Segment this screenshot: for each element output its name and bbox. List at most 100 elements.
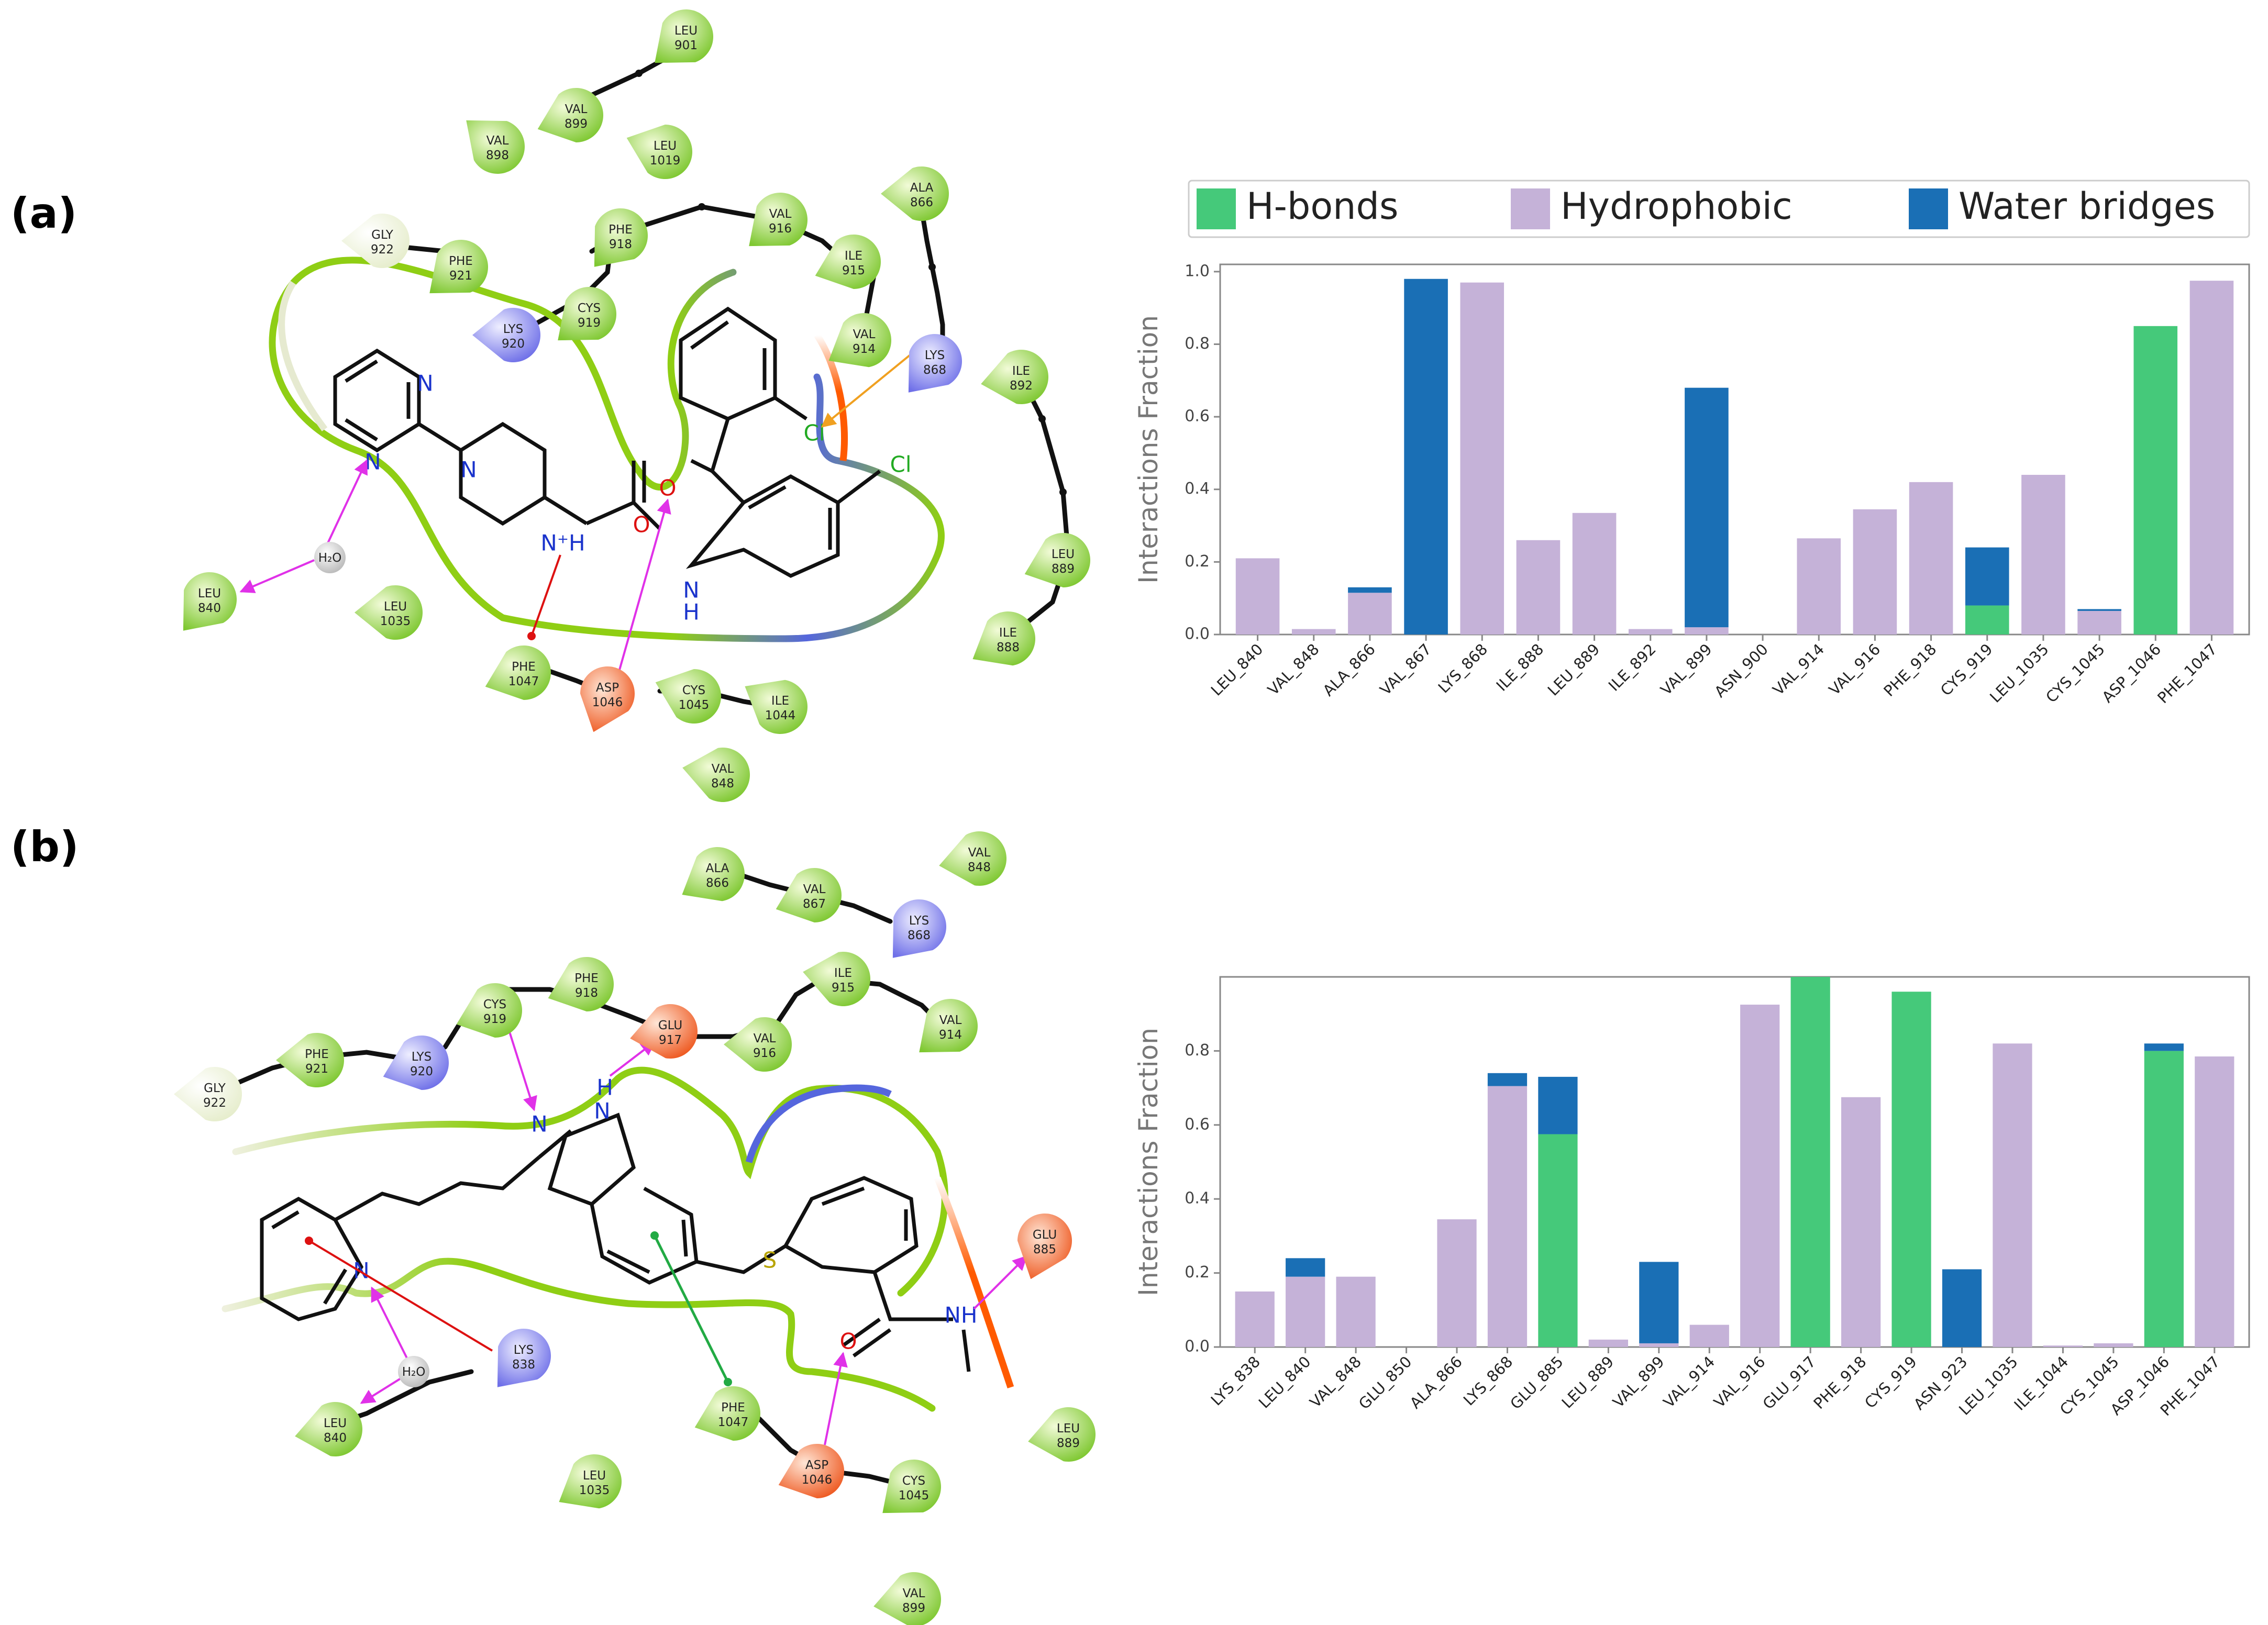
water-label-a: H₂O bbox=[318, 551, 342, 565]
residue-b-name-21: VAL bbox=[903, 1587, 925, 1600]
interaction-diagram-a: N N N N⁺H O O N H Cl Cl H₂O LEU901VAL899… bbox=[183, 9, 1091, 802]
atom-b-1: N bbox=[594, 1098, 610, 1124]
residue-a-name-6: PHE bbox=[609, 223, 633, 237]
chart-b-bar-glu_885-h-bonds bbox=[1538, 1134, 1578, 1347]
residue-a-name-13: LYS bbox=[925, 349, 945, 362]
residue-b-name-5: PHE bbox=[574, 972, 599, 985]
chart-a-ytick-label-3: 0.6 bbox=[1185, 407, 1210, 426]
atom-b-5: O bbox=[839, 1329, 857, 1354]
residue-b-name-11: VAL bbox=[754, 1032, 776, 1045]
residue-b-name-14: LYS bbox=[514, 1343, 534, 1357]
atom-a-0: N bbox=[417, 371, 433, 396]
chart-a-xtick-label-14: LEU_1035 bbox=[1986, 640, 2052, 706]
residue-b-drop-5 bbox=[548, 957, 614, 1011]
atom-b-6: NH bbox=[945, 1303, 978, 1328]
chart-b-xtick-label-9: VAL_914 bbox=[1660, 1353, 1719, 1411]
residue-b-num-15: 840 bbox=[324, 1431, 347, 1445]
residue-b-name-12: GLY bbox=[204, 1082, 226, 1095]
solvent-exposure-a bbox=[814, 333, 848, 461]
chart-b-bar-val_899-hydrophobic bbox=[1639, 1343, 1679, 1347]
residue-a-name-5: PHE bbox=[449, 254, 473, 268]
chart-b-bar-cys_1045-hydrophobic bbox=[2094, 1343, 2133, 1347]
chart-a-bar-leu_889-hydrophobic bbox=[1572, 513, 1617, 635]
chart-a-ylabel: Interactions Fraction bbox=[1133, 315, 1164, 584]
chart-a-bar-val_916-hydrophobic bbox=[1853, 509, 1897, 635]
residue-a-drop-18 bbox=[355, 585, 423, 640]
residues-a: LEU901VAL899VAL898LEU1019GLY922PHE921PHE… bbox=[183, 9, 1091, 802]
chart-b-xtick-label-3: GLU_850 bbox=[1355, 1353, 1415, 1413]
panel-label-a: (a) bbox=[10, 189, 77, 238]
pocket-fade-a bbox=[278, 281, 328, 431]
chart-a-xtick-label-4: LYS_868 bbox=[1435, 640, 1491, 697]
residue-b-name-9: VAL bbox=[939, 1014, 962, 1027]
chart-a-bar-ala_866-hydrophobic bbox=[1348, 593, 1392, 635]
residue-a-drop-1 bbox=[537, 88, 604, 142]
residue-a-drop-7 bbox=[749, 193, 807, 247]
atom-a-6: N bbox=[683, 577, 699, 603]
residue-a-num-7: 916 bbox=[769, 222, 792, 236]
chart-a-xtick-label-15: CYS_1045 bbox=[2042, 640, 2108, 706]
chart-a-xtick-label-6: LEU_889 bbox=[1544, 640, 1603, 699]
water-a: H₂O bbox=[314, 542, 346, 573]
legend: H-bonds Hydrophobic Water bridges bbox=[1188, 180, 2250, 238]
legend-label-hydrophobic: Hydrophobic bbox=[1561, 185, 1793, 228]
residue-b-num-5: 918 bbox=[575, 986, 598, 1000]
chart-b-bar-asn_923-water-bridges bbox=[1942, 1269, 1982, 1347]
chart-b-bar-val_914-hydrophobic bbox=[1689, 1325, 1729, 1347]
residue-b-num-10: 920 bbox=[410, 1065, 433, 1078]
chart-b-ytick-label-0: 0.0 bbox=[1185, 1338, 1210, 1356]
panel-label-b: (b) bbox=[10, 822, 79, 871]
residue-a-num-11: 915 bbox=[842, 264, 865, 277]
residue-a-num-20: 1046 bbox=[592, 696, 623, 709]
residue-a-num-21: 1045 bbox=[679, 698, 710, 712]
residue-a-num-10: 919 bbox=[578, 316, 601, 330]
residue-b-name-18: LEU bbox=[583, 1469, 606, 1483]
chart-a-bar-cys_919-h-bonds bbox=[1965, 605, 2009, 635]
chart-a-xtick-label-1: VAL_848 bbox=[1264, 640, 1323, 699]
chart-a-bar-val_867-water-bridges bbox=[1404, 279, 1448, 635]
residue-b-name-15: LEU bbox=[324, 1417, 347, 1430]
residue-a-num-0: 901 bbox=[674, 39, 698, 52]
residue-b-num-2: 868 bbox=[908, 929, 931, 942]
chart-a-ytick-label-2: 0.4 bbox=[1185, 480, 1210, 498]
residue-b-name-19: ASP bbox=[805, 1459, 828, 1472]
residue-a-num-12: 914 bbox=[853, 342, 876, 356]
chart-b-xtick-label-0: LYS_838 bbox=[1207, 1353, 1264, 1409]
residue-b-name-20: CYS bbox=[902, 1474, 925, 1488]
pocket-outline-a bbox=[269, 257, 945, 642]
residue-b-drop-13 bbox=[1017, 1214, 1072, 1279]
bar-chart-a: 0.0 0.2 0.4 0.6 0.8 1.0 Interactions Fraction L… bbox=[1133, 262, 2250, 707]
atom-b-0: N bbox=[531, 1111, 547, 1137]
residue-a-name-17: LEU bbox=[198, 587, 221, 600]
residue-a-drop-6 bbox=[594, 208, 648, 267]
residue-b-name-10: LYS bbox=[412, 1050, 432, 1064]
residue-b-drop-21 bbox=[873, 1572, 941, 1625]
chart-b-ytick-label-1: 0.2 bbox=[1185, 1263, 1210, 1282]
residue-b-name-0: ALA bbox=[706, 862, 729, 875]
residue-a-name-12: VAL bbox=[853, 328, 876, 341]
chart-b-bar-lys_868-hydrophobic bbox=[1487, 1086, 1528, 1347]
residue-b-drop-6 bbox=[803, 952, 871, 1006]
residue-a-name-22: ILE bbox=[771, 694, 789, 708]
chart-a-bar-val_899-hydrophobic bbox=[1685, 627, 1729, 635]
chart-a-bar-val_848-hydrophobic bbox=[1291, 629, 1336, 635]
residue-b-num-9: 914 bbox=[939, 1028, 962, 1042]
residue-a-num-19: 1047 bbox=[508, 675, 539, 688]
residue-a-num-16: 888 bbox=[997, 641, 1020, 654]
chart-a-xtick-label-11: VAL_916 bbox=[1826, 640, 1884, 699]
residue-b-name-6: ILE bbox=[834, 966, 852, 980]
residue-a-drop-2 bbox=[466, 120, 525, 174]
residue-b-drop-8 bbox=[630, 1004, 698, 1059]
